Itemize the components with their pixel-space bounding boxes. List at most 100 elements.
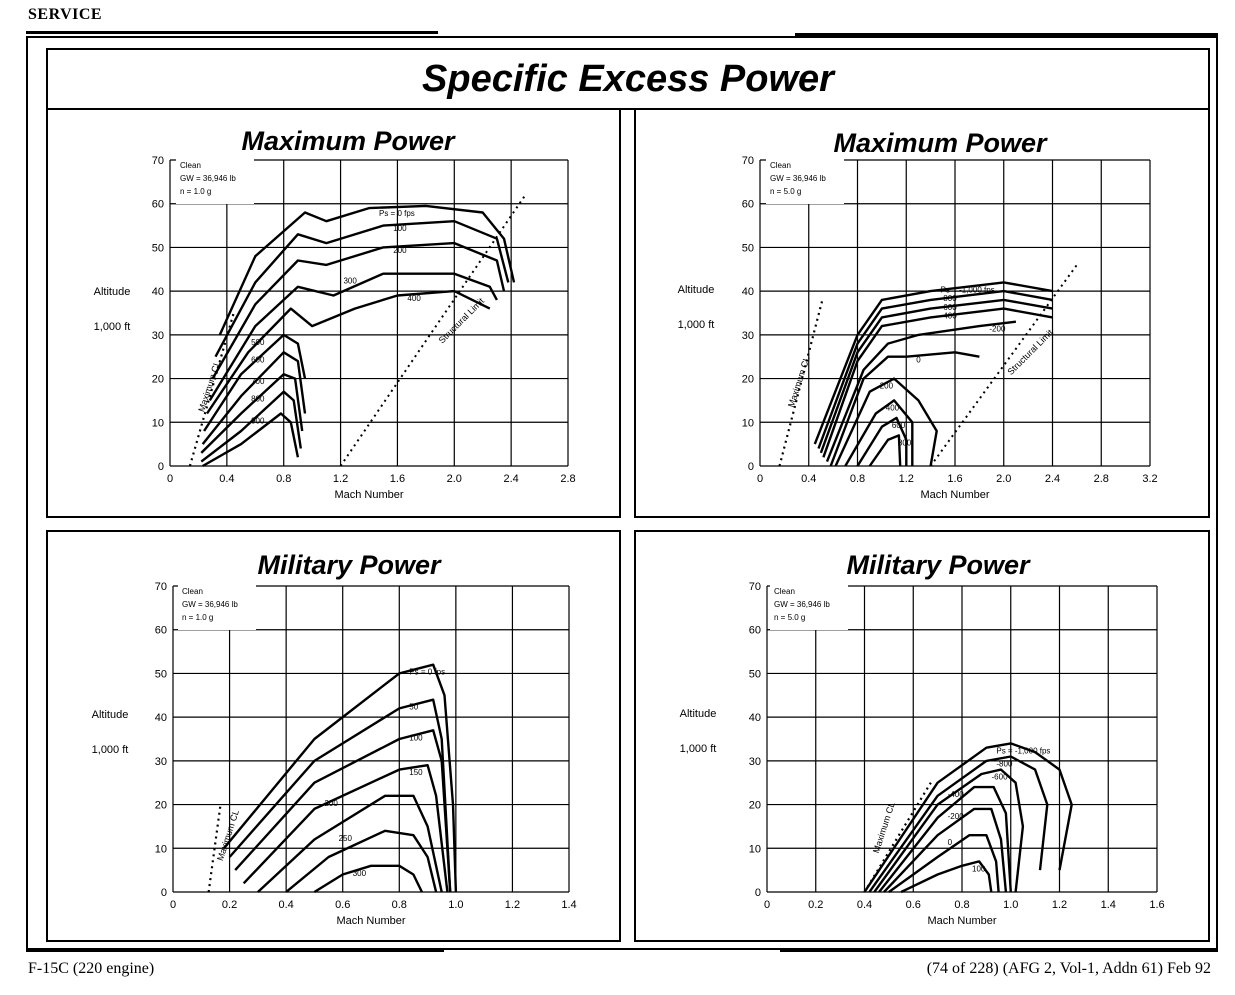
series-label: 250 [339,834,353,843]
series-label: -600 [941,303,958,312]
x-tick-label: 0 [764,899,770,911]
y-tick-label: 20 [152,374,164,386]
x-tick-label: 2.8 [1094,473,1109,485]
note-text: n = 5.0 g [774,613,805,622]
series-curve [817,289,1053,449]
panel-bottom-right [634,530,1210,942]
series-curve [203,333,307,432]
y-tick-label: 30 [749,756,761,768]
series-label: -600 [992,773,1009,782]
series-curve [825,320,1017,463]
series-label: 900 [251,417,265,426]
series-curve [868,755,1049,893]
y-axis-label: Altitude [94,286,131,298]
note-text: GW = 36,946 lb [182,600,238,609]
series-label: 0 [916,355,921,364]
x-tick-label: 2.4 [1045,473,1060,485]
note-text: GW = 36,946 lb [770,174,826,183]
series-curve [234,729,452,893]
series-curve [829,351,980,467]
note-text: n = 5.0 g [770,187,801,196]
y-axis-label-unit: 1,000 ft [92,744,129,756]
series-label: 50 [409,703,418,712]
series-label: 0 [948,838,953,847]
series-label: 600 [892,421,906,430]
series-curve [313,864,423,894]
note-text: Clean [770,161,791,170]
y-tick-label: 70 [742,155,754,167]
series-curve [813,281,1053,445]
series-label: Ps = 0 fps [409,668,445,677]
series-label: 200 [880,382,894,391]
x-tick-label: 1.2 [505,899,520,911]
series-label: 150 [409,768,423,777]
x-axis-label: Mach Number [927,915,996,927]
x-tick-label: 0.6 [335,899,350,911]
y-axis-label: Altitude [92,709,129,721]
y-tick-label: 30 [152,330,164,342]
notes-box [176,158,254,204]
series-label: -400 [948,790,965,799]
y-tick-label: 20 [742,374,754,386]
y-tick-label: 20 [749,800,761,812]
y-tick-label: 60 [152,199,164,211]
x-tick-label: 1.6 [947,473,962,485]
structural-limit-boundary [339,194,527,467]
series-label: 300 [343,277,357,286]
series-curve [200,373,304,454]
series-label: 800 [898,438,912,447]
series-curve [844,399,914,467]
x-tick-label: 2.0 [996,473,1011,485]
series-curve [200,390,302,463]
footer-reference: (74 of 228) (AFG 2, Vol-1, Addn 61) Feb … [926,960,1211,977]
y-axis-label-unit: 1,000 ft [680,743,717,755]
series-label: 500 [251,338,265,347]
y-tick-label: 10 [749,843,761,855]
series-curve [888,834,1000,893]
x-tick-label: 1.0 [448,899,463,911]
y-tick-label: 60 [155,625,167,637]
section-header: SERVICE [28,6,103,23]
series-label: 200 [324,799,338,808]
series-curve [242,764,449,893]
series-label: Ps = 0 fps [379,209,415,218]
series-curve [834,377,938,467]
y-tick-label: 10 [742,417,754,429]
series-curve [211,241,506,380]
chart-2: Military Power 0 0.2 0.4 0.6 0.8 1.0 1.2 1.4 0 10 2… [92,550,577,927]
y-tick-label: 70 [152,155,164,167]
y-tick-label: 50 [155,668,167,680]
series-label: 700 [251,377,265,386]
x-tick-label: 3.2 [1142,473,1157,485]
y-tick-label: 50 [742,242,754,254]
series-curve [883,807,1008,893]
x-tick-label: 2.0 [447,473,462,485]
chart-title: Maximum Power [833,128,1048,158]
y-tick-label: 40 [749,712,761,724]
y-axis-label-unit: 1,000 ft [678,319,715,331]
note-text: Clean [180,161,201,170]
x-tick-label: 1.0 [1003,899,1018,911]
series-curve [257,794,443,893]
header-rule-left [26,31,438,34]
x-tick-label: 0 [167,473,173,485]
series-curve [218,204,516,336]
y-tick-label: 0 [748,461,754,473]
x-tick-label: 2.8 [560,473,575,485]
note-text: GW = 36,946 lb [774,600,830,609]
chart-1: Maximum Power 0 0.4 0.8 1.2 1.6 2.0 2.4 2.8 3.2 0 1… [678,128,1158,501]
series-curve [822,307,1053,458]
series-curve [201,351,307,445]
notes-box [766,158,844,204]
series-curve [900,860,993,894]
series-curve [206,289,491,415]
series-curve [868,434,902,467]
y-tick-label: 30 [742,330,754,342]
chart-title: Maximum Power [241,126,456,156]
y-tick-label: 60 [742,199,754,211]
series-label: -400 [941,312,958,321]
panel-top-left [46,108,621,518]
series-label: 800 [251,395,265,404]
y-tick-label: 50 [152,242,164,254]
